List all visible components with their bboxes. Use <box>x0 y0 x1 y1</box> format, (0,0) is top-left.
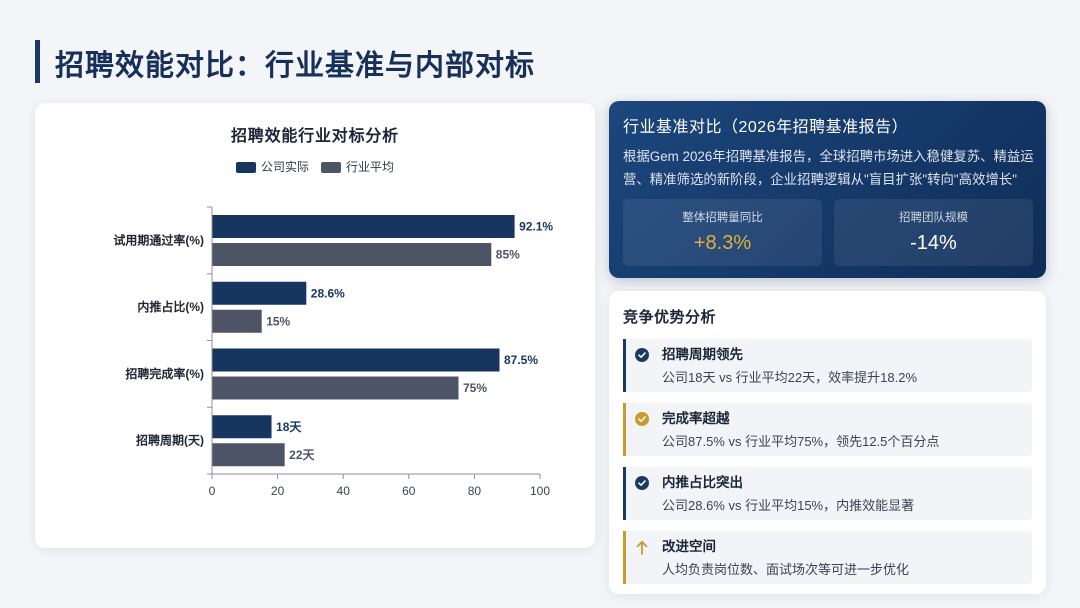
x-tick-label: 20 <box>271 484 285 498</box>
advantage-item: 改进空间 人均负责岗位数、面试场次等可进一步优化 <box>623 531 1032 584</box>
stat-box-team-size: 招聘团队规模 -14% <box>834 199 1033 266</box>
advantage-title: 招聘周期领先 <box>662 347 743 362</box>
advantages-title: 竞争优势分析 <box>623 309 717 326</box>
bar-company <box>212 415 272 439</box>
legend-swatch-industry <box>321 161 341 173</box>
data-label: 92.1% <box>519 220 553 234</box>
bar-industry <box>212 243 492 266</box>
advantages-card: 竞争优势分析 招聘周期领先 公司18天 vs 行业平均22天，效率提升18.2%… <box>609 291 1046 594</box>
data-label: 87.5% <box>504 353 538 367</box>
check-circle-icon <box>635 412 649 426</box>
legend-item-company: 公司实际 <box>235 159 309 175</box>
advantage-title: 改进空间 <box>662 539 716 554</box>
stat-value: +8.3% <box>693 232 752 254</box>
data-label: 15% <box>266 314 290 328</box>
x-tick-label: 60 <box>402 484 416 498</box>
data-label: 85% <box>496 248 520 262</box>
stat-label: 整体招聘量同比 <box>682 212 763 224</box>
advantage-description: 公司18天 vs 行业平均22天，效率提升18.2% <box>662 370 918 385</box>
check-circle-icon <box>635 476 649 490</box>
x-tick-label: 40 <box>337 484 351 498</box>
legend-label-company: 公司实际 <box>260 160 309 174</box>
advantage-title: 完成率超越 <box>662 411 730 426</box>
advantage-item: 完成率超越 公司87.5% vs 行业平均75%，领先12.5个百分点 <box>623 403 1032 456</box>
bar-industry <box>212 376 459 400</box>
arrow-up-icon <box>635 540 649 555</box>
advantages-list: 招聘周期领先 公司18天 vs 行业平均22天，效率提升18.2% 完成率超越 … <box>623 339 1032 584</box>
stat-label: 招聘团队规模 <box>899 212 968 224</box>
bar-industry <box>212 309 262 333</box>
x-tick-label: 80 <box>468 484 482 498</box>
bar-chart: 0 20 40 60 80 100 试用期通过率(%) 内推占比(%) 招聘完成率(%) 招聘周期… <box>113 206 553 498</box>
check-circle-icon <box>635 348 649 362</box>
benchmark-description: 根据Gem 2026年招聘基准报告，全球招聘市场进入稳健复苏、精益运营、精准筛选… <box>623 149 1034 187</box>
legend-swatch-company <box>235 161 256 173</box>
x-tick-label: 100 <box>530 484 550 498</box>
data-label: 22天 <box>289 448 315 462</box>
bar-company <box>212 215 515 238</box>
advantage-description: 公司28.6% vs 行业平均15%，内推效能显著 <box>662 498 915 513</box>
stat-box-hiring-volume: 整体招聘量同比 +8.3% <box>623 199 822 266</box>
category-label: 招聘周期(天) <box>136 433 204 448</box>
title-accent-bar <box>35 40 40 83</box>
category-label: 内推占比(%) <box>137 299 204 314</box>
benchmark-title: 行业基准对比（2026年招聘基准报告） <box>623 119 909 136</box>
data-label: 75% <box>463 381 487 395</box>
legend-item-industry: 行业平均 <box>321 159 394 175</box>
chart-title: 招聘效能行业对标分析 <box>230 128 399 145</box>
advantage-description: 人均负责岗位数、面试场次等可进一步优化 <box>662 562 910 577</box>
chart-legend: 公司实际 行业平均 <box>35 159 595 175</box>
advantage-item: 招聘周期领先 公司18天 vs 行业平均22天，效率提升18.2% <box>623 339 1032 392</box>
benchmark-card: 行业基准对比（2026年招聘基准报告） 根据Gem 2026年招聘基准报告，全球… <box>609 101 1046 278</box>
bar-company <box>212 281 307 305</box>
advantage-description: 公司87.5% vs 行业平均75%，领先12.5个百分点 <box>662 434 940 449</box>
category-label: 招聘完成率(%) <box>125 366 204 381</box>
data-label: 18天 <box>276 420 302 434</box>
bar-company <box>212 348 500 372</box>
stat-value: -14% <box>910 232 957 254</box>
legend-label-industry: 行业平均 <box>346 160 395 174</box>
data-label: 28.6% <box>311 286 345 300</box>
bar-industry <box>212 443 285 467</box>
advantage-title: 内推占比突出 <box>662 475 743 490</box>
category-label: 试用期通过率(%) <box>113 232 204 247</box>
chart-card: 招聘效能行业对标分析 公司实际 行业平均 0 20 40 60 80 100 试用期通过率(… <box>35 103 595 548</box>
advantage-item: 内推占比突出 公司28.6% vs 行业平均15%，内推效能显著 <box>623 467 1032 520</box>
x-tick-label: 0 <box>209 484 216 498</box>
page-title: 招聘效能对比：行业基准与内部对标 <box>55 50 536 82</box>
